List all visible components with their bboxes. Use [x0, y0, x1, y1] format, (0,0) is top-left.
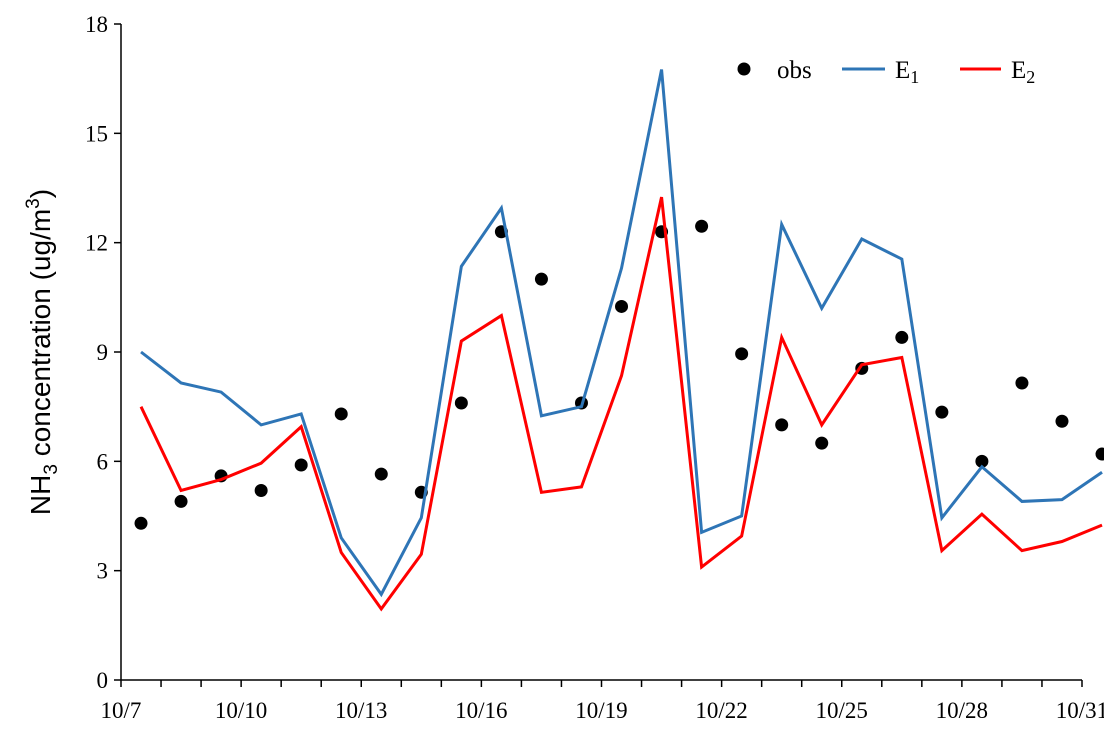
y-tick-label: 18 [85, 12, 108, 37]
y-axis-label-part: NH [25, 475, 56, 515]
data-point-obs [895, 330, 909, 344]
y-axis-label-part: ) [25, 189, 56, 198]
x-tick-label: 10/31 [1056, 698, 1104, 723]
data-point-obs [775, 418, 789, 432]
data-point-obs [134, 516, 148, 530]
series-line-e2 [139, 196, 1103, 612]
x-tick-label: 10/19 [575, 698, 627, 723]
x-tick-label: 10/16 [455, 698, 507, 723]
data-point-obs [454, 396, 468, 410]
data-point-obs [1055, 414, 1069, 428]
y-tick-label: 0 [97, 668, 109, 693]
legend-label-e2-sub: 2 [1026, 67, 1035, 87]
y-axis-label-part: 3 [41, 464, 62, 475]
data-point-obs [174, 494, 188, 508]
data-point-obs [815, 436, 829, 450]
x-tick-label: 10/7 [101, 698, 142, 723]
data-point-obs [1095, 447, 1104, 461]
data-point-obs [374, 467, 388, 481]
data-point-obs [254, 483, 268, 497]
data-point-obs [975, 454, 989, 468]
y-tick-label: 9 [97, 340, 109, 365]
x-tick-label: 10/13 [335, 698, 387, 723]
y-tick-label: 6 [97, 449, 109, 474]
x-tick-label: 10/22 [695, 698, 747, 723]
y-tick-label: 3 [97, 559, 109, 584]
data-point-obs [615, 299, 629, 313]
data-point-obs [1015, 376, 1029, 390]
data-point-obs [935, 405, 949, 419]
series-line-e1 [140, 69, 1103, 598]
data-point-obs [294, 458, 308, 472]
y-tick-label: 12 [85, 231, 108, 256]
legend-label-e1: E1 [895, 57, 919, 87]
data-point-obs [334, 407, 348, 421]
legend: obs E1 E2 [737, 57, 1035, 87]
x-tick-label: 10/28 [936, 698, 988, 723]
data-point-obs [735, 347, 749, 361]
data-point-obs [695, 219, 709, 233]
y-axis-label-part: concentration (ug/m [25, 209, 56, 464]
series-layer [134, 69, 1104, 612]
data-point-obs [534, 272, 548, 286]
y-axis-label-part: 3 [23, 198, 44, 209]
x-tick-label: 10/25 [816, 698, 868, 723]
legend-label-obs: obs [777, 57, 812, 84]
legend-label-e1-sub: 1 [910, 67, 919, 87]
x-tick-label: 10/10 [215, 698, 267, 723]
legend-marker-obs [737, 62, 751, 76]
y-axis-label: NH3 concentration (ug/m3) [23, 189, 62, 515]
y-tick-label: 15 [85, 121, 108, 146]
legend-label-e2: E2 [1011, 57, 1035, 87]
